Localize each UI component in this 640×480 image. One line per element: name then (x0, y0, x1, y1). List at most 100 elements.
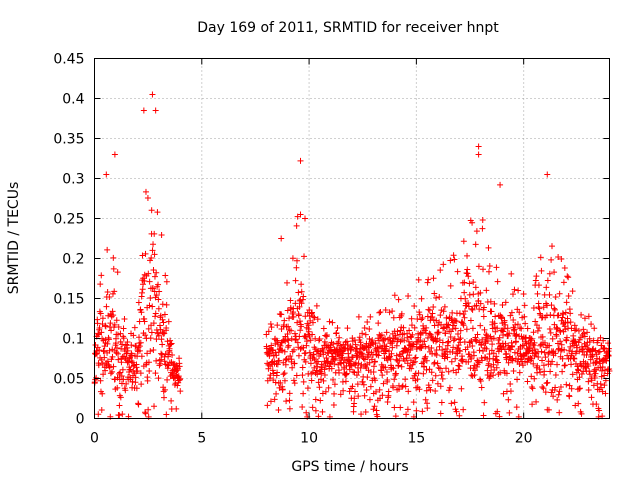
data-point (146, 367, 153, 374)
data-point (603, 357, 610, 364)
data-point (534, 290, 541, 297)
data-point (525, 348, 532, 355)
data-point (96, 324, 103, 331)
data-point (410, 399, 417, 406)
data-point (275, 407, 282, 414)
data-point (551, 269, 558, 276)
data-point (117, 330, 124, 337)
data-point (297, 211, 304, 218)
data-point (310, 313, 317, 320)
data-point (146, 302, 153, 309)
data-point (590, 382, 597, 389)
data-point (299, 404, 306, 411)
data-point (320, 325, 327, 332)
data-point (461, 289, 468, 296)
data-point (514, 376, 521, 383)
data-point (299, 372, 306, 379)
data-point (426, 307, 433, 314)
data-point (477, 289, 484, 296)
data-point (118, 372, 125, 379)
data-point (548, 302, 555, 309)
data-point (571, 322, 578, 329)
data-point (490, 350, 497, 357)
data-point (334, 324, 341, 331)
data-point (148, 207, 155, 214)
data-point (511, 286, 518, 293)
data-point (298, 281, 305, 288)
data-point (520, 352, 527, 359)
data-point (566, 393, 573, 400)
data-point (531, 339, 538, 346)
data-point (394, 328, 401, 335)
data-point (363, 386, 370, 393)
data-point (264, 402, 271, 409)
data-point (516, 309, 523, 316)
data-point (476, 347, 483, 354)
data-point (536, 366, 543, 373)
data-point (411, 302, 418, 309)
data-point (442, 345, 449, 352)
data-point (371, 358, 378, 365)
data-point (520, 291, 527, 297)
data-point (493, 353, 500, 360)
data-point (94, 320, 101, 327)
data-point (116, 402, 123, 409)
data-point (456, 412, 463, 419)
data-point (540, 362, 547, 369)
data-point (492, 313, 499, 320)
data-point (439, 347, 446, 354)
data-point (364, 374, 371, 381)
data-point (159, 316, 166, 323)
data-point (561, 265, 568, 272)
data-point (162, 386, 169, 393)
data-point (297, 327, 304, 334)
data-point (99, 361, 106, 368)
data-point (145, 325, 152, 332)
data-point (404, 406, 411, 413)
data-point (465, 273, 472, 280)
data-point (288, 356, 295, 363)
data-point (490, 361, 497, 368)
data-point (149, 91, 156, 98)
data-point (416, 386, 423, 393)
data-point (448, 400, 455, 407)
data-point (399, 382, 406, 389)
data-point (572, 402, 579, 409)
data-point (145, 270, 152, 277)
data-point (461, 279, 468, 286)
data-point (483, 332, 490, 339)
data-point (473, 338, 480, 345)
data-point (351, 395, 358, 402)
data-point (168, 340, 175, 347)
data-point (447, 257, 454, 264)
data-point (139, 252, 146, 259)
data-point (490, 372, 497, 379)
data-point (471, 362, 478, 369)
data-point (303, 338, 310, 345)
data-point (286, 390, 293, 397)
data-point (155, 332, 162, 339)
data-point (479, 348, 486, 355)
data-point (483, 345, 490, 352)
data-point (144, 195, 151, 202)
data-point (274, 369, 281, 376)
data-point (134, 368, 141, 375)
grid (94, 58, 610, 419)
data-point (263, 331, 270, 338)
data-point (321, 338, 328, 345)
data-point (543, 380, 550, 387)
data-point (144, 350, 151, 357)
data-point (163, 411, 170, 418)
data-point (120, 325, 127, 332)
data-point (588, 321, 595, 328)
data-point (355, 313, 362, 320)
data-point (545, 406, 552, 413)
data-point (106, 347, 113, 354)
data-point (326, 318, 333, 325)
data-point (119, 366, 126, 373)
data-point (307, 337, 314, 344)
data-point (284, 344, 291, 351)
data-point (539, 384, 546, 391)
data-point (144, 377, 151, 384)
data-point (419, 408, 426, 415)
